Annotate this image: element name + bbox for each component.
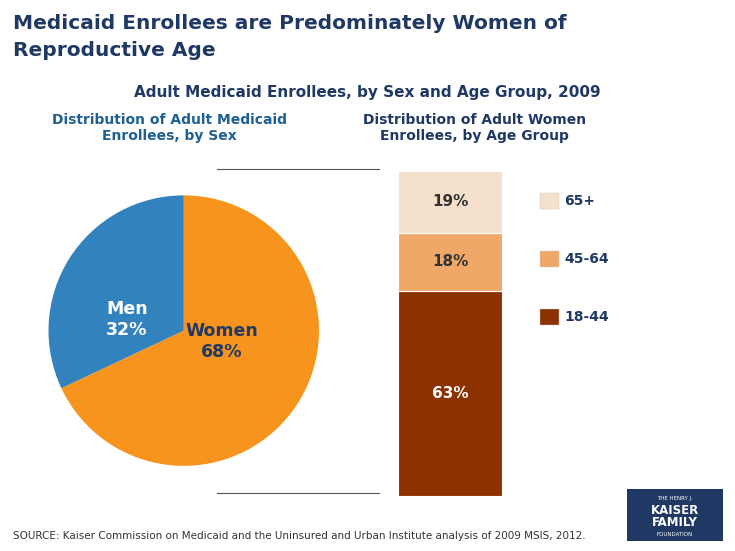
Text: Distribution of Adult Women
Enrollees, by Age Group: Distribution of Adult Women Enrollees, b… — [362, 113, 586, 143]
Bar — [398, 171, 502, 233]
Text: FOUNDATION: FOUNDATION — [656, 532, 693, 537]
Text: THE HENRY J.: THE HENRY J. — [657, 496, 692, 501]
Text: Medicaid Enrollees are Predominately Women of: Medicaid Enrollees are Predominately Wom… — [13, 14, 567, 33]
Text: 18%: 18% — [432, 255, 468, 269]
Text: 18-44: 18-44 — [564, 310, 609, 324]
Text: 45-64: 45-64 — [564, 252, 609, 266]
Wedge shape — [49, 196, 184, 388]
Text: 19%: 19% — [432, 194, 468, 209]
Text: Women
68%: Women 68% — [185, 322, 258, 361]
Text: 65+: 65+ — [564, 194, 595, 208]
Text: Distribution of Adult Medicaid
Enrollees, by Sex: Distribution of Adult Medicaid Enrollees… — [51, 113, 287, 143]
Text: KAISER: KAISER — [650, 504, 699, 517]
Text: FAMILY: FAMILY — [652, 516, 698, 530]
Text: Men
32%: Men 32% — [106, 300, 148, 339]
Text: Adult Medicaid Enrollees, by Sex and Age Group, 2009: Adult Medicaid Enrollees, by Sex and Age… — [135, 85, 600, 100]
Text: 63%: 63% — [432, 386, 468, 401]
Bar — [398, 291, 502, 496]
Bar — [398, 233, 502, 291]
Text: SOURCE: Kaiser Commission on Medicaid and the Uninsured and Urban Institute anal: SOURCE: Kaiser Commission on Medicaid an… — [13, 531, 586, 541]
Text: Reproductive Age: Reproductive Age — [13, 41, 216, 60]
Wedge shape — [62, 196, 319, 466]
